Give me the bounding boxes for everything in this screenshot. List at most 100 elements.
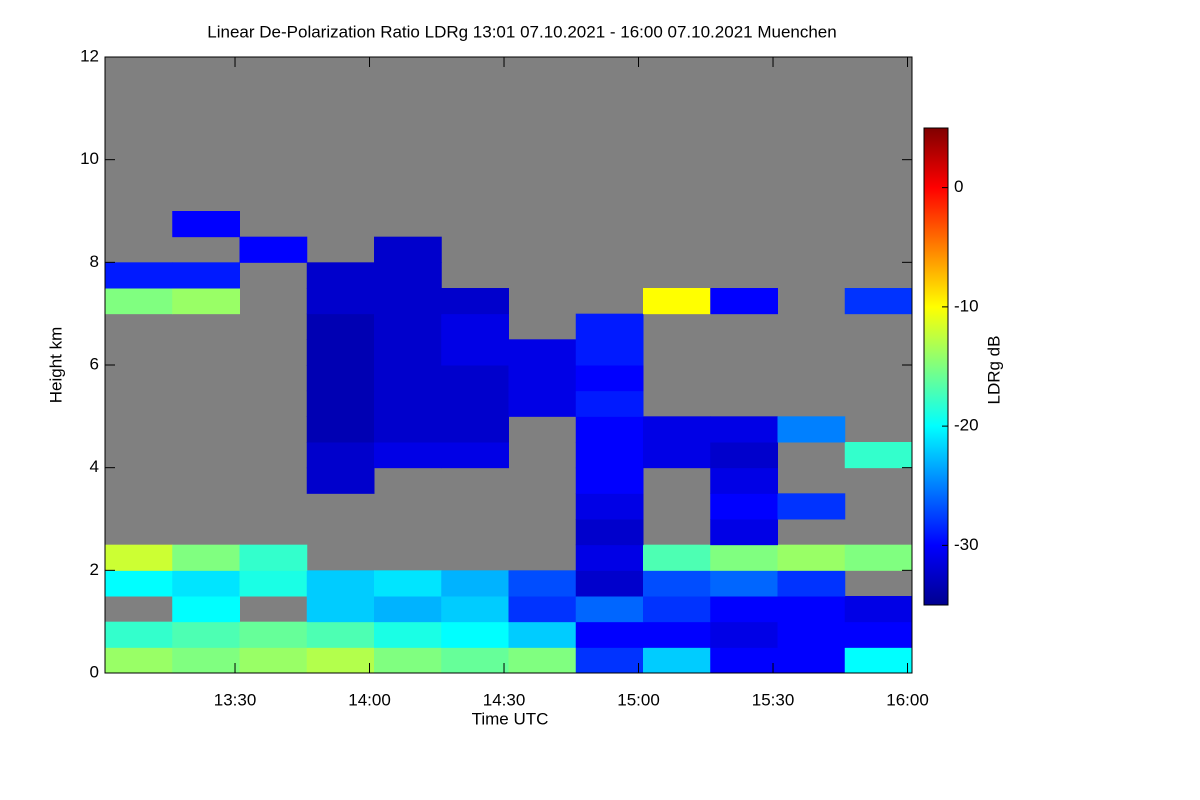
colorbar [923,127,949,606]
heat-cell [306,467,375,494]
heat-cell [239,544,308,571]
heat-cell [441,442,509,469]
heat-cell [306,570,375,597]
heat-cell [306,339,375,366]
heat-cell [105,621,173,648]
heat-cell [643,288,711,315]
heat-cell [105,288,173,315]
heat-cell [441,647,509,674]
x-tick-label: 15:00 [617,690,660,709]
colorbar-tick-label: 0 [954,177,963,196]
heat-cell [710,621,778,648]
heat-cell [172,544,240,571]
x-tick-label: 13:30 [214,690,257,709]
heat-cell [306,442,375,469]
heat-cell [643,442,711,469]
x-tick-label: 14:00 [348,690,391,709]
heat-cell [575,365,644,392]
heat-cell [643,570,711,597]
heat-cell [575,313,644,340]
heat-cell [441,596,509,623]
heat-cell [575,416,644,443]
heat-cell [575,339,644,366]
heat-cell [710,570,778,597]
heat-cell [508,390,577,417]
heat-cell [306,416,375,443]
heat-cell [374,339,442,366]
heat-cell [306,288,375,315]
heat-cell [441,390,509,417]
heat-cell [575,442,644,469]
heat-cell [710,519,778,546]
heat-cell [105,647,173,674]
heat-cell [374,442,442,469]
heat-cell [172,211,240,238]
heat-cell [239,570,308,597]
heat-cell [374,621,442,648]
heat-cell [575,621,644,648]
heat-cell [710,596,778,623]
heat-cell [777,416,846,443]
x-tick-label: 14:30 [483,690,526,709]
y-tick-label: 10 [80,149,99,168]
heat-cell [172,621,240,648]
heat-cell [508,621,577,648]
heat-cell [441,416,509,443]
heat-cell [239,236,308,263]
heat-cell [844,596,913,623]
heat-cell [105,570,173,597]
heat-cell [643,621,711,648]
heat-cell [172,288,240,315]
heat-cell [374,313,442,340]
y-tick-label: 12 [80,46,99,65]
heat-cell [306,262,375,289]
heat-cell [239,621,308,648]
heat-cell [710,442,778,469]
heat-cell [374,647,442,674]
x-axis-label: Time UTC [472,709,549,728]
heat-cell [172,596,240,623]
heat-cell [710,288,778,315]
heat-cell [575,467,644,494]
heat-cell [441,339,509,366]
heat-cell [710,493,778,520]
heat-cell [575,596,644,623]
heat-cell [105,544,173,571]
heat-cell [172,262,240,289]
heat-cell [575,647,644,674]
heat-cell [844,442,913,469]
heat-cell [844,621,913,648]
heat-cell [575,570,644,597]
heat-cell [306,313,375,340]
heat-cell [710,647,778,674]
heat-cell [777,647,846,674]
heat-cell [441,288,509,315]
heat-cell [374,416,442,443]
y-axis-label: Height km [46,327,65,404]
heat-cell [777,570,846,597]
heat-cell [643,647,711,674]
heat-cell [306,365,375,392]
colorbar-label: LDRg dB [984,336,1003,405]
colorbar-tick-label: -30 [954,535,979,554]
x-tick-label: 15:30 [752,690,795,709]
heat-cell [441,365,509,392]
heat-cell [844,647,913,674]
heat-cell [777,596,846,623]
heat-cell [710,544,778,571]
heat-cell [105,262,173,289]
heat-cell [441,313,509,340]
heat-cell [508,596,577,623]
heat-cell [306,596,375,623]
heat-cell [575,544,644,571]
heat-cell [508,647,577,674]
x-tick-label: 16:00 [886,690,929,709]
heat-cell [306,647,375,674]
heat-cell [777,621,846,648]
heat-cell [306,621,375,648]
heat-cell [374,262,442,289]
heat-cell [777,493,846,520]
y-tick-label: 0 [90,662,99,681]
heat-cell [643,544,711,571]
